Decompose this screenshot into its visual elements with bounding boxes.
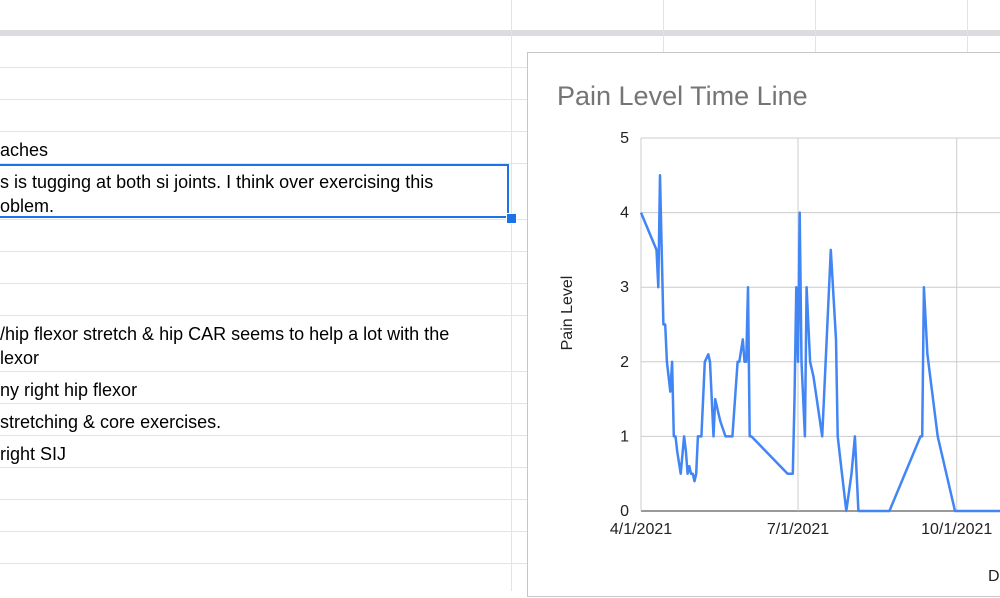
chart-grid [640,137,1000,512]
cell-text[interactable]: ny right hip flexor [0,380,138,400]
cell-text[interactable]: oblem. [0,196,55,216]
x-axis-label: D [988,568,1000,585]
row-gridline [0,403,1000,404]
row-gridline [0,283,1000,284]
row-gridline [0,67,1000,68]
row-gridline [0,371,1000,372]
y-axis-label: Pain Level [559,276,576,351]
row-gridline [0,499,1000,500]
row-gridline [0,563,1000,564]
y-tick-label: 4 [620,205,629,222]
row-gridline [0,251,1000,252]
cell-text[interactable]: lexor [0,348,40,368]
fill-handle[interactable] [506,213,517,224]
x-tick-label: 4/1/2021 [610,521,672,538]
chart-series [639,174,1000,513]
row-gridline [0,531,1000,532]
cell-text[interactable]: stretching & core exercises. [0,412,222,432]
y-tick-label: 0 [620,503,629,520]
column-gridline [511,0,512,591]
cell-text[interactable]: s is tugging at both si joints. I think … [0,172,434,192]
chart-axes: 0 1 2 3 4 5 4/1/2021 7/1/2021 10/1/2021 [610,130,993,538]
cell-text[interactable]: /hip flexor stretch & hip CAR seems to h… [0,324,450,344]
y-tick-label: 3 [620,279,629,296]
cell-text[interactable]: right SIJ [0,444,67,464]
x-tick-label: 10/1/2021 [921,521,992,538]
row-gridline [0,131,1000,132]
frozen-row-divider[interactable] [0,30,1000,36]
row-gridline [0,99,1000,100]
series-line[interactable] [639,174,990,513]
line-chart: 0 1 2 3 4 5 4/1/2021 7/1/2021 10/1/2021 Pain Lev… [557,81,1000,585]
row-gridline [0,315,1000,316]
x-tick-label: 7/1/2021 [767,521,829,538]
selected-cell-outline[interactable] [0,164,509,218]
y-tick-label: 2 [620,354,629,371]
row-gridline [0,467,1000,468]
cell-text[interactable]: aches [0,140,49,160]
row-gridline [0,163,1000,164]
y-tick-label: 1 [620,428,629,445]
y-tick-label: 5 [620,130,629,147]
embedded-chart[interactable]: 0 1 2 3 4 5 4/1/2021 7/1/2021 10/1/2021 Pain Lev… [527,52,1000,597]
row-gridline [0,435,1000,436]
chart-title: Pain Level Time Line [557,81,808,111]
row-gridline [0,219,1000,220]
